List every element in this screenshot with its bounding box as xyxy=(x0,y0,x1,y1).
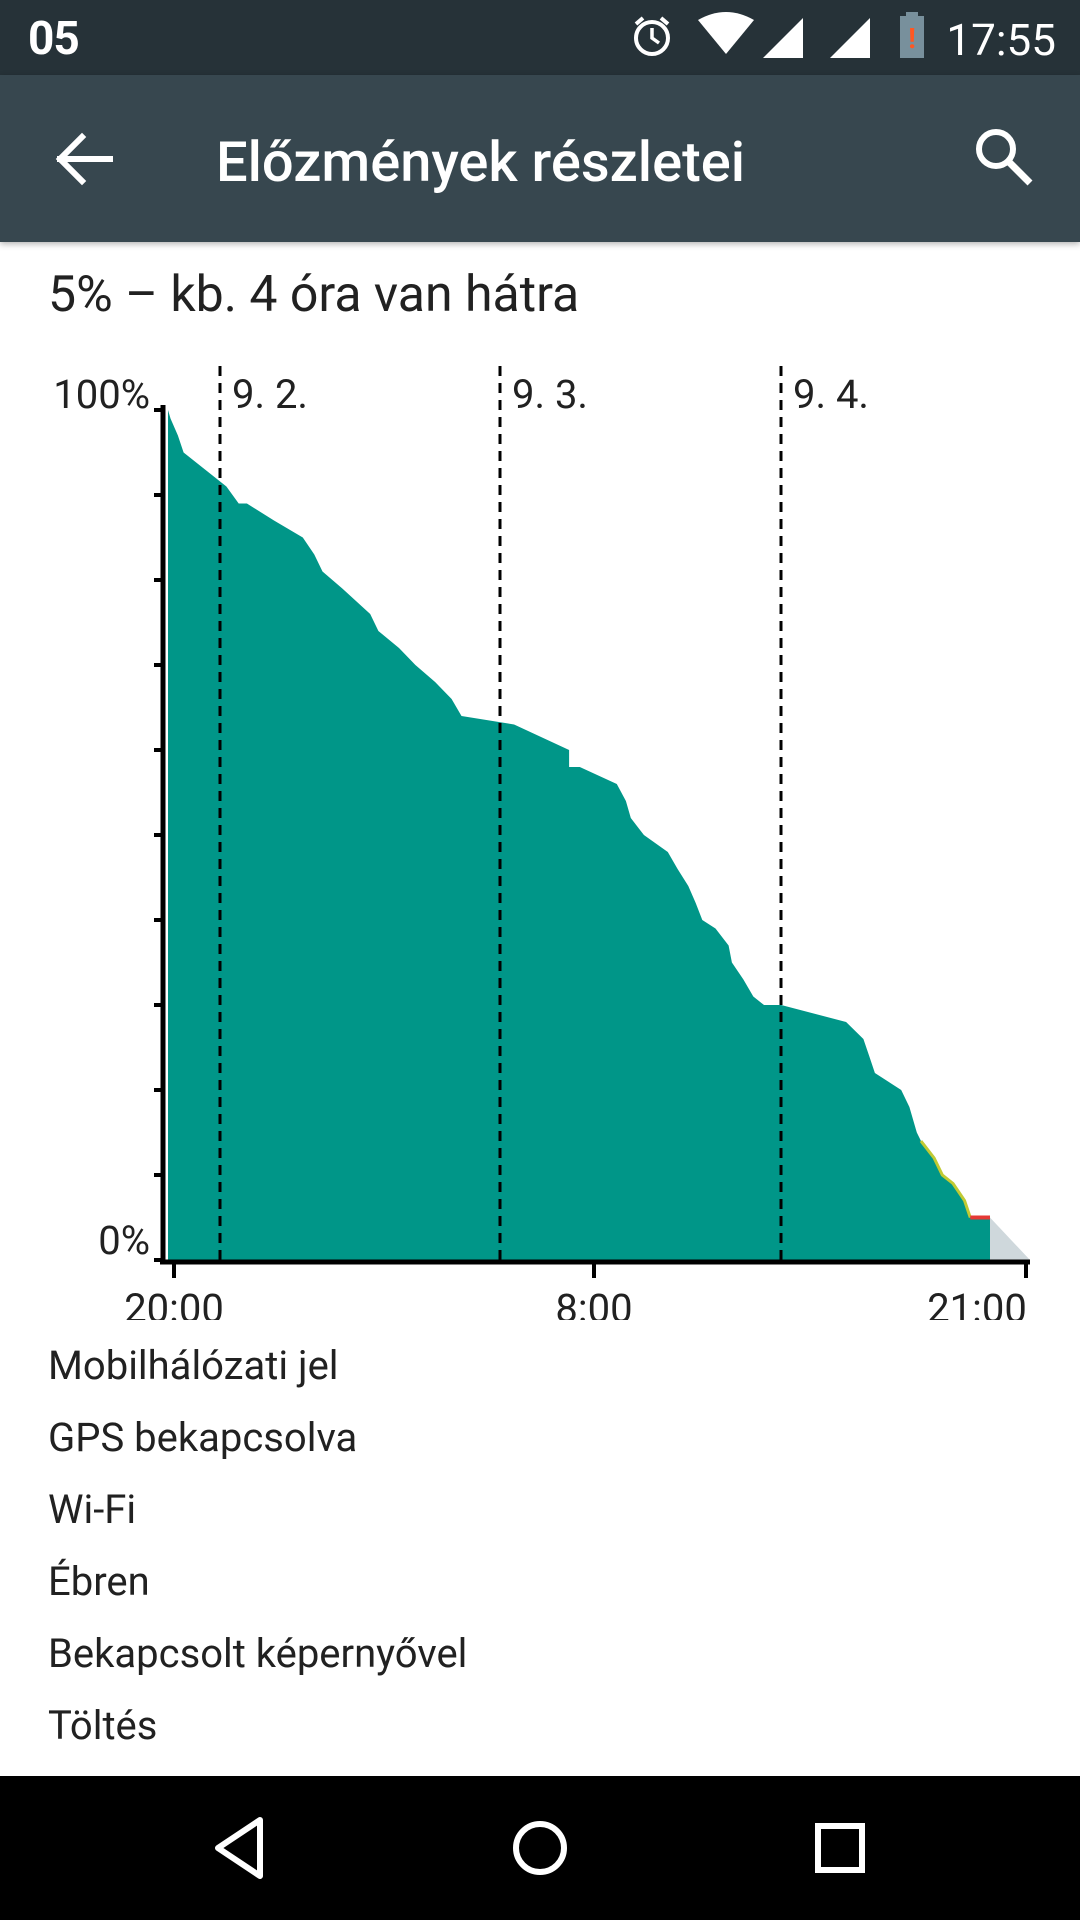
y-label-bottom: 0% xyxy=(98,1217,150,1264)
battery-history-chart: 100% 0% 9. 2. 9. 3. 9. 4. 20:00 8:00 21:00 xyxy=(53,366,1030,1320)
wifi-icon xyxy=(698,12,754,54)
battery-level-area xyxy=(168,410,990,1260)
date-marker-label: 9. 4. xyxy=(793,371,869,418)
status-bar: 05 ! 17:55 xyxy=(0,0,1080,75)
low-battery-line xyxy=(919,1140,972,1218)
battery-summary: 5% – kb. 4 óra van hátra xyxy=(48,266,580,324)
track-label-mobile-signal: Mobilhálózati jel xyxy=(48,1342,339,1389)
signal-icon-2 xyxy=(830,18,870,58)
svg-text:!: ! xyxy=(908,22,916,55)
x-tick-label: 8:00 xyxy=(555,1285,632,1320)
clock: 17:55 xyxy=(946,14,1056,66)
x-tick-label: 20:00 xyxy=(124,1285,224,1320)
track-label-wifi: Wi-Fi xyxy=(48,1486,137,1533)
track-label-awake: Ébren xyxy=(48,1558,150,1605)
search-icon[interactable] xyxy=(972,125,1036,189)
alarm-icon xyxy=(634,16,670,56)
y-label-top: 100% xyxy=(53,371,150,418)
track-label-charging: Töltés xyxy=(48,1702,158,1749)
status-icons: ! xyxy=(634,12,924,58)
carrier-label: 05 xyxy=(28,12,80,66)
back-arrow-icon[interactable] xyxy=(52,127,116,191)
app-bar: Előzmények részletei xyxy=(0,75,1080,242)
navigation-bar xyxy=(0,1776,1080,1920)
date-marker-label: 9. 2. xyxy=(232,371,308,418)
projection-area xyxy=(990,1217,1030,1260)
signal-icon xyxy=(763,18,803,58)
x-tick-label: 21:00 xyxy=(927,1285,1027,1320)
track-label-gps: GPS bekapcsolva xyxy=(48,1414,358,1461)
page-title: Előzmények részletei xyxy=(216,129,745,195)
home-circle-icon[interactable] xyxy=(504,1812,576,1884)
battery-low-icon: ! xyxy=(900,12,924,58)
recents-square-icon[interactable] xyxy=(804,1812,876,1884)
track-label-screen-on: Bekapcsolt képernyővel xyxy=(48,1630,468,1677)
back-triangle-icon[interactable] xyxy=(204,1812,276,1884)
date-marker-label: 9. 3. xyxy=(512,371,588,418)
